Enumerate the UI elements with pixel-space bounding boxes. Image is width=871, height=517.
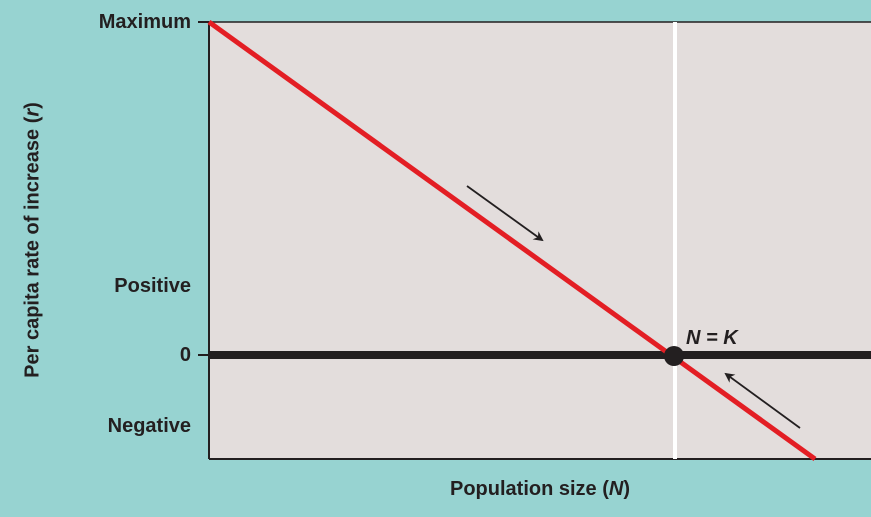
y-level-maximum: Maximum — [98, 11, 191, 33]
x-axis-title-var: N — [608, 478, 624, 500]
arrow-down-right — [466, 185, 544, 242]
arrow-up-left — [724, 372, 801, 429]
y-axis-title-var: r — [21, 108, 44, 117]
y-axis-title-suffix: ) — [21, 102, 44, 109]
plot-area — [209, 22, 871, 459]
equilibrium-label: N = K — [686, 327, 738, 349]
y-level-negative: Negative — [107, 415, 191, 437]
x-axis-title-suffix: ) — [623, 478, 631, 500]
x-axis-title-prefix: Population size ( — [449, 478, 609, 500]
equilibrium-point — [664, 346, 684, 366]
y-level-zero: 0 — [179, 344, 191, 366]
rate-line — [207, 19, 817, 462]
x-axis-title: Population size (N) — [450, 478, 630, 501]
y-axis-title: Per capita rate of increase (r) — [22, 102, 45, 378]
y-axis-title-prefix: Per capita rate of increase ( — [21, 116, 44, 378]
y-level-positive: Positive — [114, 275, 191, 297]
